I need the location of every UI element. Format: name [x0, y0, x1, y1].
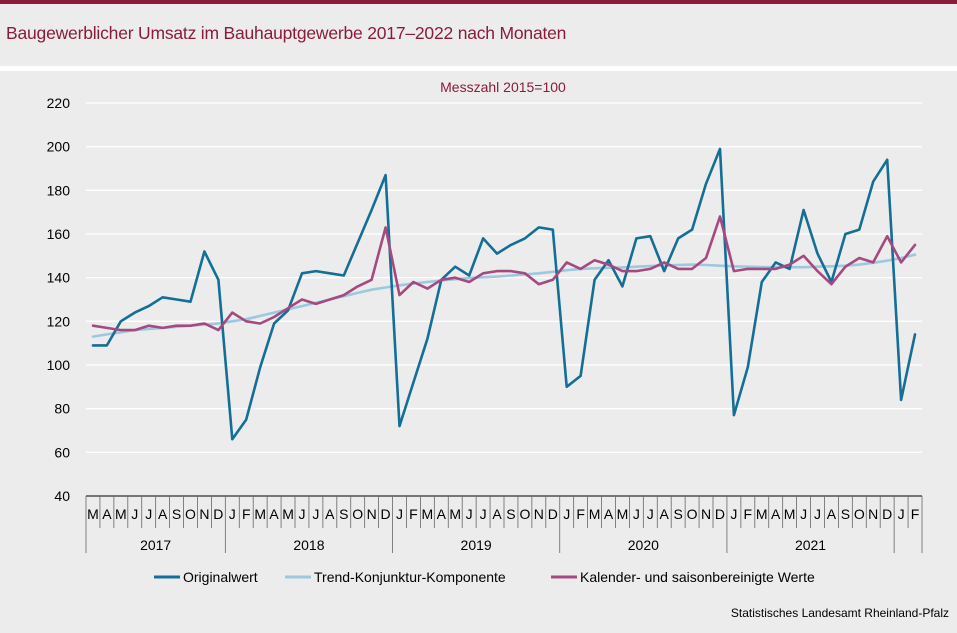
x-tick-label: J	[898, 506, 905, 522]
chart-title: Baugewerblicher Umsatz im Bauhauptgewerb…	[6, 23, 567, 43]
legend-label: Kalender- und saisonbereinigte Werte	[580, 569, 815, 585]
x-tick-label: A	[158, 506, 168, 522]
x-tick-label: J	[814, 506, 821, 522]
legend-label: Trend-Konjunktur-Komponente	[314, 569, 506, 585]
gridlines	[86, 102, 922, 496]
x-tick-label: D	[882, 506, 892, 522]
y-tick-label: 60	[54, 444, 70, 460]
x-tick-label: J	[633, 506, 640, 522]
x-tick-label: A	[771, 506, 781, 522]
x-tick-label: D	[213, 506, 223, 522]
x-tick-label: M	[115, 506, 127, 522]
x-tick-label: O	[687, 506, 698, 522]
x-tick-label: N	[868, 506, 878, 522]
x-tick-label: M	[589, 506, 601, 522]
x-tick-label: J	[730, 506, 737, 522]
x-tick-label: M	[254, 506, 266, 522]
x-tick-label: A	[269, 506, 279, 522]
year-label: 2019	[461, 537, 492, 553]
x-tick-label: A	[827, 506, 837, 522]
series-lines	[91, 147, 917, 441]
x-tick-label: F	[576, 506, 585, 522]
x-tick-label: A	[102, 506, 112, 522]
x-tick-label: M	[87, 506, 99, 522]
x-tick-label: F	[242, 506, 251, 522]
x-tick-label: N	[199, 506, 209, 522]
x-tick-label: J	[298, 506, 305, 522]
y-tick-label: 180	[47, 182, 71, 198]
legend-label: Originalwert	[183, 569, 258, 585]
x-tick-label: F	[409, 506, 418, 522]
x-tick-label: M	[617, 506, 629, 522]
x-tick-label: F	[744, 506, 753, 522]
x-tick-label: S	[506, 506, 515, 522]
y-tick-label: 80	[54, 401, 70, 417]
series-line-0	[91, 147, 917, 441]
x-tick-label: J	[563, 506, 570, 522]
x-tick-label: J	[312, 506, 319, 522]
x-tick-label: J	[800, 506, 807, 522]
y-tick-label: 200	[47, 139, 71, 155]
x-tick-label: S	[172, 506, 181, 522]
x-tick-label: M	[756, 506, 768, 522]
x-tick-label: S	[339, 506, 348, 522]
legend: Originalwert Trend-Konjunktur-Komponente K…	[154, 569, 815, 585]
x-tick-label: D	[381, 506, 391, 522]
x-tick-label: S	[841, 506, 850, 522]
header-divider	[0, 66, 957, 71]
x-tick-label: O	[854, 506, 865, 522]
top-accent-bar	[0, 0, 957, 4]
x-tick-label: N	[701, 506, 711, 522]
x-tick-label: S	[673, 506, 682, 522]
x-tick-label: F	[911, 506, 920, 522]
x-tick-label: J	[466, 506, 473, 522]
year-label: 2018	[293, 537, 324, 553]
year-label: 2017	[140, 537, 171, 553]
x-tick-label: J	[229, 506, 236, 522]
x-tick-label: O	[519, 506, 530, 522]
x-tick-label: J	[480, 506, 487, 522]
plot-background	[86, 103, 922, 496]
y-tick-label: 140	[47, 270, 71, 286]
y-tick-label: 160	[47, 226, 71, 242]
x-tick-label: M	[449, 506, 461, 522]
x-tick-label: O	[185, 506, 196, 522]
x-tick-label: N	[367, 506, 377, 522]
y-tick-label: 40	[54, 488, 70, 504]
x-tick-label: A	[492, 506, 502, 522]
source-note: Statistisches Landesamt Rheinland-Pfalz	[730, 606, 949, 620]
y-tick-label: 120	[47, 313, 71, 329]
x-tick-label: N	[534, 506, 544, 522]
y-axis: 40 60 80 100 120 140 160 180 200 220	[47, 95, 71, 504]
x-tick-label: M	[282, 506, 294, 522]
series-line-2	[91, 215, 917, 332]
year-label: 2020	[628, 537, 659, 553]
x-tick-label: D	[548, 506, 558, 522]
x-tick-label: J	[131, 506, 138, 522]
y-tick-label: 220	[47, 95, 71, 111]
x-tick-label: J	[647, 506, 654, 522]
x-tick-label: A	[660, 506, 670, 522]
x-tick-label: D	[715, 506, 725, 522]
x-tick-label: M	[784, 506, 796, 522]
x-tick-label: A	[604, 506, 614, 522]
line-chart: Messzahl 2015=100 40 60 80 100 120 140 160 180 2…	[47, 79, 923, 585]
chart-area: Messzahl 2015=100 40 60 80 100 120 140 160 180 2…	[0, 71, 957, 628]
x-tick-label: O	[352, 506, 363, 522]
chart-subtitle: Messzahl 2015=100	[440, 79, 566, 95]
x-tick-label: A	[437, 506, 447, 522]
x-tick-label: M	[422, 506, 434, 522]
year-label: 2021	[795, 537, 826, 553]
x-tick-label: J	[145, 506, 152, 522]
y-tick-label: 100	[47, 357, 71, 373]
x-tick-label: A	[325, 506, 335, 522]
x-tick-label: J	[396, 506, 403, 522]
